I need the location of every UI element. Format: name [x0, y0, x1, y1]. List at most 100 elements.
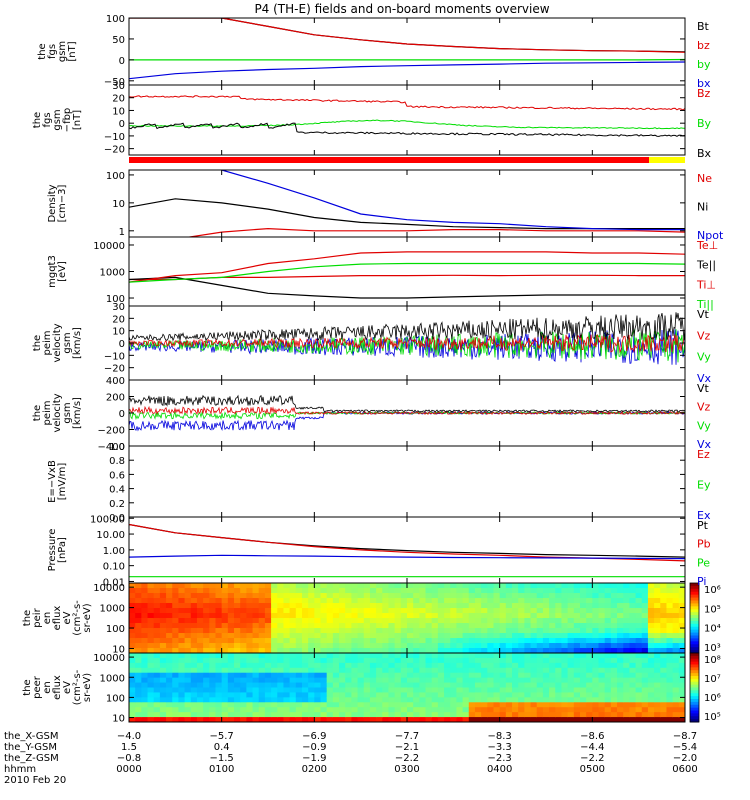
spectrogram-cell [258, 648, 266, 653]
spectrogram-cell [629, 643, 637, 649]
spectrogram-cell [604, 618, 612, 624]
spectrogram-cell [530, 692, 538, 698]
spectrogram-cell [332, 672, 340, 679]
spectrogram-cell [147, 697, 155, 703]
spectrogram-cell [326, 593, 334, 599]
spectrogram-cell [431, 593, 439, 599]
colorbar-cell [690, 684, 699, 689]
spectrogram-cell [135, 667, 142, 674]
spectrogram-cell [542, 682, 550, 689]
spectrogram-cell [289, 717, 297, 722]
spectrogram-cell [271, 672, 278, 679]
spectrogram-cell [425, 707, 433, 713]
spectrogram-cell [339, 697, 346, 703]
y-axis-label-line: peer [32, 675, 43, 699]
spectrogram-cell [141, 672, 149, 679]
y-axis-label-line: [eV] [57, 261, 68, 282]
spectrogram-cell [481, 638, 488, 644]
spectrogram-cell [654, 717, 661, 722]
spectrogram-cell [481, 677, 488, 684]
spectrogram-cell [629, 633, 637, 639]
spectrogram-cell [542, 653, 550, 659]
spectrogram-cell [487, 608, 495, 614]
spectrogram-cell [129, 692, 136, 698]
spectrogram-cell [660, 583, 668, 589]
spectrogram-cell [468, 628, 476, 634]
spectrogram-cell [166, 712, 173, 718]
spectrogram-cell [363, 643, 371, 649]
spectrogram-cell [468, 633, 476, 639]
spectrogram-cell [536, 618, 544, 624]
spectrogram-cell [159, 707, 167, 713]
spectrogram-cell [462, 712, 470, 718]
spectrogram-cell [289, 623, 297, 629]
spectrogram-cell [573, 623, 581, 629]
spectrogram-cell [196, 653, 204, 659]
spectrogram-cell [431, 653, 439, 659]
spectrogram-cell [474, 717, 482, 722]
spectrogram-cell [277, 598, 285, 604]
spectrogram-cell [141, 707, 149, 713]
spectrogram-cell [196, 603, 204, 609]
spectrogram-cell [159, 682, 167, 689]
spectrogram-cell [573, 662, 581, 669]
colorbar-cell [690, 664, 699, 668]
spectrogram-cell [610, 598, 618, 604]
spectrogram-cell [493, 623, 501, 629]
spectrogram-cell [407, 583, 414, 589]
spectrogram-cell [456, 702, 464, 708]
spectrogram-cell [561, 633, 569, 639]
spectrogram-cell [623, 702, 630, 708]
spectrogram-cell [518, 623, 525, 629]
spectrogram-cell [363, 697, 371, 703]
spectrogram-cell [487, 643, 495, 649]
spectrogram-cell [283, 677, 291, 684]
spectrogram-cell [277, 657, 285, 664]
spectrogram-cell [666, 712, 674, 718]
spectrogram-cell [369, 677, 377, 684]
spectrogram-cell [277, 707, 285, 713]
spectrogram-cell [555, 672, 563, 679]
spectrogram-cell [474, 583, 482, 589]
y-axis-label-line: peim [42, 330, 53, 355]
spectrogram-cell [234, 687, 241, 694]
spectrogram-cell [264, 623, 272, 629]
spectrogram-cell [536, 628, 544, 634]
spectrogram-cell [314, 692, 322, 698]
spectrogram-cell [141, 633, 149, 639]
spectrogram-cell [592, 667, 600, 674]
spectrogram-cell [178, 687, 186, 694]
spectrogram-cell [419, 608, 427, 614]
spectrogram-cell [357, 608, 365, 614]
spectrogram-cell [586, 717, 593, 722]
spectrogram-cell [678, 702, 685, 708]
spectrogram-cell [474, 618, 482, 624]
spectrogram-cell [135, 603, 142, 609]
spectrogram-cell [579, 687, 587, 694]
spectrogram-cell [129, 598, 136, 604]
spectrogram-cell [450, 583, 458, 589]
series-vx2-noise [129, 410, 685, 432]
spectrogram-cell [246, 643, 254, 649]
spectrogram-cell [227, 687, 235, 694]
spectrogram-cell [159, 598, 167, 604]
spectrogram-cell [524, 598, 532, 604]
spectrogram-cell [314, 712, 322, 718]
spectrogram-cell [456, 643, 464, 649]
spectrogram-cell [147, 643, 155, 649]
spectrogram-cell [277, 672, 285, 679]
spectrogram-cell [493, 657, 501, 664]
spectrogram-cell [351, 608, 359, 614]
spectrogram-cell [666, 682, 674, 689]
spectrogram-cell [141, 717, 149, 722]
spectrogram-cell [666, 677, 674, 684]
spectrogram-cell [215, 702, 223, 708]
spectrogram-cell [382, 623, 390, 629]
spectrogram-cell [388, 598, 396, 604]
spectrogram-cell [215, 583, 223, 589]
spectrogram-cell [153, 623, 161, 629]
spectrogram-cell [623, 603, 630, 609]
spectrogram-cell [487, 682, 495, 689]
spectrogram-cell [617, 707, 624, 713]
ephemeris-value: −1.5 [210, 753, 234, 764]
